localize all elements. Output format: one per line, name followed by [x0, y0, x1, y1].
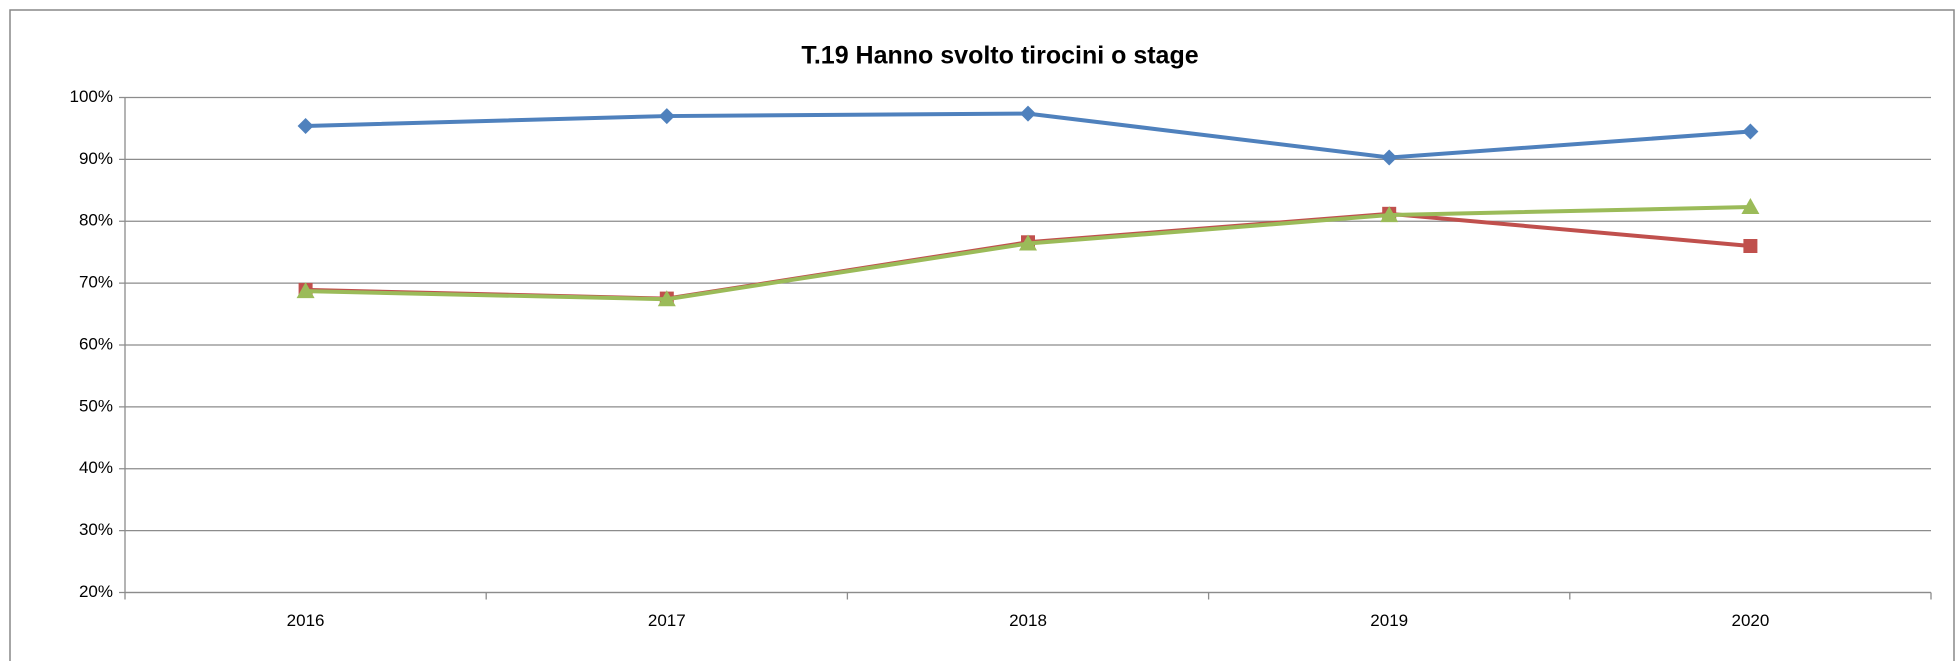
marker [1380, 206, 1399, 223]
marker [1381, 149, 1398, 166]
marker [1742, 123, 1759, 140]
marker [1743, 239, 1758, 253]
y-tick-label: 60% [79, 334, 113, 353]
y-tick-label: 90% [79, 149, 113, 168]
y-tick-label: 100% [70, 87, 113, 106]
x-tick-label: 2017 [648, 611, 686, 630]
marker [1020, 105, 1036, 122]
marker [297, 117, 314, 134]
y-tick-label: 80% [79, 211, 113, 230]
marker [296, 282, 315, 299]
marker [658, 108, 675, 125]
x-tick-label: 2019 [1370, 611, 1408, 630]
y-tick-label: 40% [79, 458, 113, 477]
y-tick-label: 20% [79, 582, 113, 601]
chart-frame [9, 9, 1955, 661]
y-tick-label: 50% [79, 396, 113, 415]
y-tick-label: 70% [79, 273, 113, 292]
x-tick-label: 2020 [1731, 611, 1769, 630]
marker [1019, 234, 1037, 251]
chart-title: T.19 Hanno svolto tirocini o stage [801, 42, 1198, 70]
y-tick-label: 30% [79, 520, 113, 539]
x-tick-label: 2018 [1009, 611, 1047, 630]
marker [1741, 198, 1760, 215]
marker [657, 290, 676, 307]
x-tick-label: 2016 [287, 611, 325, 630]
